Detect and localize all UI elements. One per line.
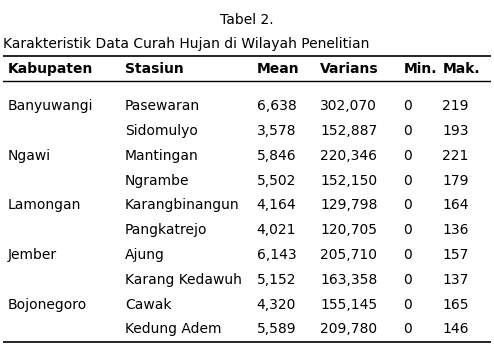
- Text: 152,150: 152,150: [320, 174, 377, 188]
- Text: 0: 0: [403, 124, 412, 138]
- Text: 136: 136: [443, 223, 469, 237]
- Text: 0: 0: [403, 298, 412, 312]
- Text: Mantingan: Mantingan: [125, 149, 199, 163]
- Text: Ngrambe: Ngrambe: [125, 174, 189, 188]
- Text: 4,164: 4,164: [257, 198, 296, 212]
- Text: 205,710: 205,710: [320, 248, 377, 262]
- Text: 6,143: 6,143: [257, 248, 296, 262]
- Text: Pangkatrejo: Pangkatrejo: [125, 223, 207, 237]
- Text: 137: 137: [443, 273, 469, 287]
- Text: 155,145: 155,145: [320, 298, 377, 312]
- Text: Ajung: Ajung: [125, 248, 165, 262]
- Text: Mak.: Mak.: [443, 62, 480, 76]
- Text: 219: 219: [443, 99, 469, 113]
- Text: 152,887: 152,887: [320, 124, 377, 138]
- Text: Mean: Mean: [257, 62, 299, 76]
- Text: 129,798: 129,798: [320, 198, 377, 212]
- Text: Kabupaten: Kabupaten: [8, 62, 93, 76]
- Text: Karang Kedawuh: Karang Kedawuh: [125, 273, 242, 287]
- Text: 179: 179: [443, 174, 469, 188]
- Text: 5,589: 5,589: [257, 322, 296, 336]
- Text: Bojonegoro: Bojonegoro: [8, 298, 87, 312]
- Text: 4,021: 4,021: [257, 223, 296, 237]
- Text: 163,358: 163,358: [320, 273, 377, 287]
- Text: 5,152: 5,152: [257, 273, 296, 287]
- Text: 220,346: 220,346: [320, 149, 377, 163]
- Text: 5,846: 5,846: [257, 149, 296, 163]
- Text: 0: 0: [403, 99, 412, 113]
- Text: Kedung Adem: Kedung Adem: [125, 322, 221, 336]
- Text: 3,578: 3,578: [257, 124, 296, 138]
- Text: 6,638: 6,638: [257, 99, 296, 113]
- Text: 4,320: 4,320: [257, 298, 296, 312]
- Text: Sidomulyo: Sidomulyo: [125, 124, 198, 138]
- Text: Min.: Min.: [403, 62, 437, 76]
- Text: 0: 0: [403, 198, 412, 212]
- Text: 164: 164: [443, 198, 469, 212]
- Text: Karangbinangun: Karangbinangun: [125, 198, 240, 212]
- Text: 0: 0: [403, 149, 412, 163]
- Text: 157: 157: [443, 248, 469, 262]
- Text: Cawak: Cawak: [125, 298, 171, 312]
- Text: 302,070: 302,070: [320, 99, 377, 113]
- Text: 0: 0: [403, 248, 412, 262]
- Text: Pasewaran: Pasewaran: [125, 99, 200, 113]
- Text: Tabel 2.: Tabel 2.: [220, 13, 274, 27]
- Text: 165: 165: [443, 298, 469, 312]
- Text: Stasiun: Stasiun: [125, 62, 184, 76]
- Text: 221: 221: [443, 149, 469, 163]
- Text: Lamongan: Lamongan: [8, 198, 81, 212]
- Text: 120,705: 120,705: [320, 223, 377, 237]
- Text: Karakteristik Data Curah Hujan di Wilayah Penelitian: Karakteristik Data Curah Hujan di Wilaya…: [3, 37, 369, 51]
- Text: 0: 0: [403, 322, 412, 336]
- Text: 0: 0: [403, 223, 412, 237]
- Text: Jember: Jember: [8, 248, 57, 262]
- Text: 146: 146: [443, 322, 469, 336]
- Text: 0: 0: [403, 273, 412, 287]
- Text: 193: 193: [443, 124, 469, 138]
- Text: 0: 0: [403, 174, 412, 188]
- Text: 5,502: 5,502: [257, 174, 296, 188]
- Text: Varians: Varians: [320, 62, 379, 76]
- Text: Ngawi: Ngawi: [8, 149, 51, 163]
- Text: Banyuwangi: Banyuwangi: [8, 99, 93, 113]
- Text: 209,780: 209,780: [320, 322, 377, 336]
